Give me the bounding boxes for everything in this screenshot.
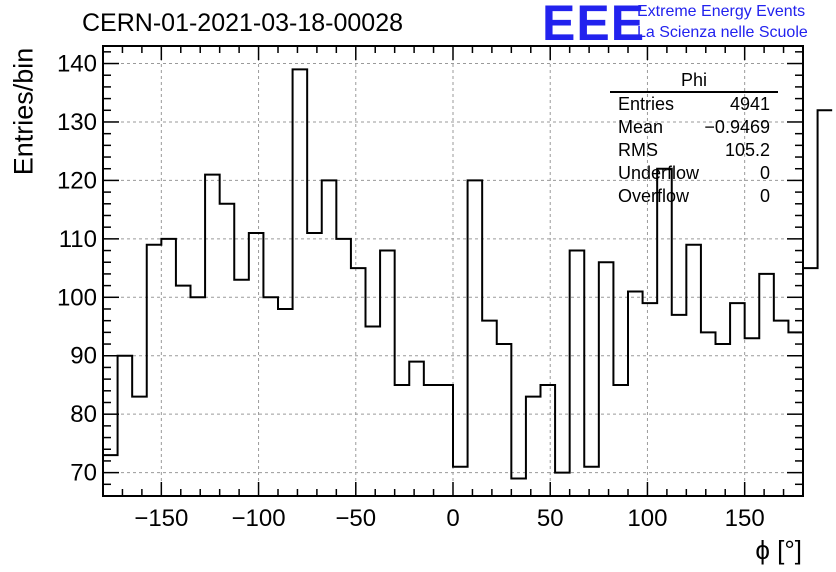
histogram-bin bbox=[541, 385, 556, 496]
histogram-bin bbox=[147, 245, 162, 496]
y-tick-label: 90 bbox=[70, 343, 97, 370]
histogram-bin bbox=[584, 467, 599, 496]
histogram-bin bbox=[205, 175, 220, 496]
histogram-bin bbox=[322, 180, 337, 496]
stats-row-overflow: Overflow 0 bbox=[610, 185, 778, 208]
histogram-bin bbox=[613, 385, 628, 496]
x-tick-label: −50 bbox=[335, 505, 376, 532]
histogram-bin bbox=[336, 239, 351, 496]
histogram-bin bbox=[424, 385, 439, 496]
eee-logo: EEE bbox=[542, 0, 646, 51]
histogram-bin bbox=[161, 239, 176, 496]
stats-row-mean: Mean −0.9469 bbox=[610, 116, 778, 139]
y-tick-label: 80 bbox=[70, 401, 97, 428]
histogram-bin bbox=[263, 297, 278, 496]
histogram-bin bbox=[453, 467, 468, 496]
stats-label: RMS bbox=[618, 140, 658, 160]
histogram-bin bbox=[570, 251, 585, 496]
y-tick-label: 100 bbox=[57, 284, 97, 311]
histogram-bin bbox=[118, 356, 133, 496]
x-tick-label: 50 bbox=[537, 505, 564, 532]
y-axis-label: Entries/bin bbox=[8, 47, 39, 176]
x-tick-label: 100 bbox=[627, 505, 667, 532]
stats-value: 0 bbox=[759, 163, 770, 183]
y-tick-label: 130 bbox=[57, 109, 97, 136]
x-tick-label: −150 bbox=[134, 505, 188, 532]
stats-value: 0 bbox=[759, 186, 770, 206]
histogram-bin bbox=[730, 303, 745, 496]
stats-title: Phi bbox=[610, 70, 778, 93]
histogram-bin bbox=[701, 332, 716, 496]
stats-label: Entries bbox=[618, 94, 675, 114]
stats-box: Phi Entries 4941 Mean −0.9469 RMS 105.2 … bbox=[610, 70, 778, 208]
histogram-bin bbox=[191, 297, 206, 496]
histogram-bin bbox=[511, 478, 526, 496]
stats-label: Underflow bbox=[618, 163, 700, 183]
histogram-bin bbox=[497, 344, 512, 496]
stats-row-underflow: Underflow 0 bbox=[610, 162, 778, 185]
histogram-bin bbox=[395, 385, 410, 496]
y-tick-label: 110 bbox=[59, 226, 97, 253]
histogram-bin bbox=[278, 309, 293, 496]
logo-caption-line1: Extreme Energy Events bbox=[637, 3, 806, 20]
histogram-bin bbox=[468, 180, 483, 496]
stats-label: Mean bbox=[618, 117, 664, 137]
histogram-bin bbox=[409, 362, 424, 496]
histogram-bin bbox=[803, 268, 818, 496]
histogram-bin bbox=[234, 280, 249, 496]
y-tick-label: 70 bbox=[70, 460, 97, 487]
y-tick-label: 140 bbox=[57, 51, 97, 78]
histogram-bin bbox=[555, 473, 570, 496]
y-tick-label: 120 bbox=[57, 167, 97, 194]
histogram-bin bbox=[599, 262, 614, 496]
histogram-bin bbox=[293, 69, 308, 496]
histogram-bin bbox=[643, 303, 658, 496]
histogram-bin bbox=[759, 274, 774, 496]
histogram-bin bbox=[249, 233, 264, 496]
histogram-bin bbox=[686, 245, 701, 496]
x-tick-label: 0 bbox=[446, 505, 459, 532]
x-tick-label: −100 bbox=[232, 505, 286, 532]
stats-label: Overflow bbox=[618, 186, 690, 206]
x-axis-label: ϕ [°] bbox=[755, 535, 802, 565]
histogram-bin bbox=[351, 268, 366, 496]
histogram-bin bbox=[482, 321, 497, 496]
histogram-bin bbox=[176, 286, 191, 496]
histogram-series bbox=[102, 68, 833, 496]
histogram-bin bbox=[672, 315, 687, 496]
x-tick-label: 150 bbox=[725, 505, 765, 532]
histogram-bin bbox=[716, 344, 731, 496]
histogram-bin bbox=[220, 204, 235, 496]
histogram-bin bbox=[366, 327, 381, 496]
histogram-bin bbox=[438, 385, 453, 496]
stats-row-entries: Entries 4941 bbox=[610, 93, 778, 116]
chart-title: CERN-01-2021-03-18-00028 bbox=[82, 9, 404, 37]
histogram-bin bbox=[657, 169, 672, 496]
histogram-bin bbox=[818, 110, 833, 496]
stats-value: 105.2 bbox=[724, 140, 770, 160]
histogram-bin bbox=[745, 338, 760, 496]
stats-row-rms: RMS 105.2 bbox=[610, 139, 778, 162]
histogram-bin bbox=[307, 233, 322, 496]
logo-caption-line2: La Scienza nelle Scuole bbox=[637, 24, 808, 41]
histogram-bin bbox=[526, 397, 541, 496]
histogram-bin bbox=[132, 397, 147, 496]
histogram-bin bbox=[774, 321, 789, 496]
histogram-bin bbox=[380, 251, 395, 496]
stats-value: 4941 bbox=[729, 94, 770, 114]
histogram-bin bbox=[628, 291, 643, 496]
stats-value: −0.9469 bbox=[704, 117, 770, 137]
